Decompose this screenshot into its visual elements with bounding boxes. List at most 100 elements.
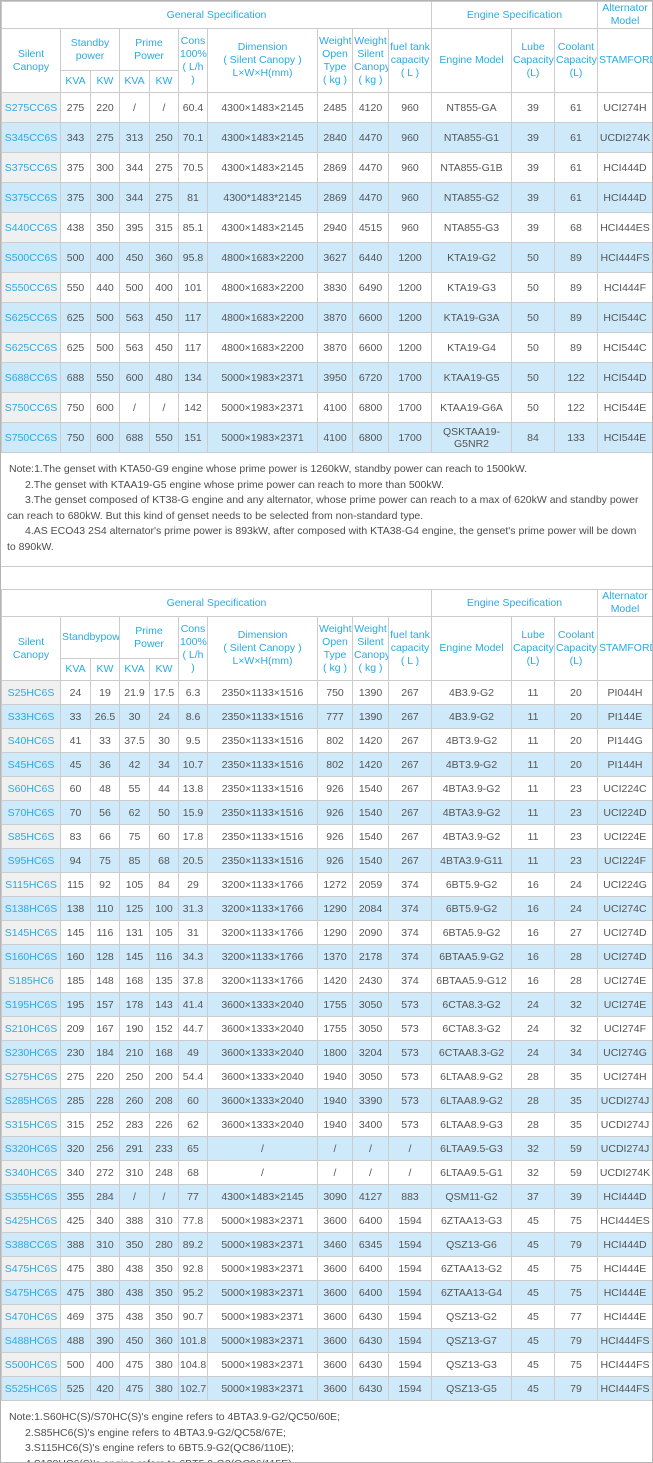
spec-cell: 4120 <box>352 92 389 123</box>
model-link[interactable]: S115HC6S <box>1 872 61 897</box>
model-link[interactable]: S355HC6S <box>1 1184 61 1209</box>
spec-cell: 62 <box>178 1112 208 1137</box>
model-link[interactable]: S500HC6S <box>1 1352 61 1377</box>
spec-cell: 313 <box>119 122 150 153</box>
model-link[interactable]: S160HC6S <box>1 944 61 969</box>
spec-cell: 6BT5.9-G2 <box>431 896 512 921</box>
spec-cell: 284 <box>90 1184 120 1209</box>
model-link[interactable]: S145HC6S <box>1 920 61 945</box>
model-link[interactable]: S185HC6 <box>1 968 61 993</box>
spec-cell: 3600 <box>317 1304 353 1329</box>
standby-kva-header: KVA <box>60 70 91 93</box>
spec-cell: 3870 <box>317 332 353 363</box>
model-link[interactable]: S275CC6S <box>1 92 61 123</box>
spec-cell: 3600 <box>317 1256 353 1281</box>
spec-cell: 500 <box>90 302 120 333</box>
spec-cell: 45 <box>60 752 91 777</box>
spec-cell: 420 <box>90 1376 120 1401</box>
table-row: S95HC6S 94 75 85 68 20.5 2350×1133×1516 926 1540… <box>1 848 652 873</box>
model-link[interactable]: S488HC6S <box>1 1328 61 1353</box>
spec-cell: 79 <box>554 1328 598 1353</box>
section-gap <box>1 567 652 589</box>
spec-cell: 960 <box>388 182 432 213</box>
spec-cell: 960 <box>388 122 432 153</box>
spec-cell: 926 <box>317 848 353 873</box>
model-link[interactable]: S470HC6S <box>1 1304 61 1329</box>
model-link[interactable]: S320HC6S <box>1 1136 61 1161</box>
spec-cell: 688 <box>119 422 150 453</box>
model-link[interactable]: S230HC6S <box>1 1040 61 1065</box>
spec-cell: 3090 <box>317 1184 353 1209</box>
model-link[interactable]: S750CC6S <box>1 392 61 423</box>
spec-cell: 151 <box>178 422 208 453</box>
note-line: 4.S138HC6(S)'s engine refers to 6BT5.9-G… <box>7 1457 646 1463</box>
spec-cell: 6345 <box>352 1232 389 1257</box>
spec-cell: 44.7 <box>178 1016 208 1041</box>
model-link[interactable]: S40HC6S <box>1 728 61 753</box>
spec-cell: 6800 <box>352 392 389 423</box>
spec-cell: KTA19-G3 <box>431 272 512 303</box>
model-link[interactable]: S195HC6S <box>1 992 61 1017</box>
model-link[interactable]: S375CC6S <box>1 182 61 213</box>
model-link[interactable]: S70HC6S <box>1 800 61 825</box>
silent-canopy-header: Silent Canopy <box>1 616 61 681</box>
model-link[interactable]: S85HC6S <box>1 824 61 849</box>
table-row: S475HC6S 475 380 438 350 95.2 5000×1983×2371 36… <box>1 1280 652 1305</box>
spec-cell: / <box>149 1184 179 1209</box>
model-link[interactable]: S33HC6S <box>1 704 61 729</box>
model-link[interactable]: S500CC6S <box>1 242 61 273</box>
model-link[interactable]: S625CC6S <box>1 302 61 333</box>
spec-cell: 360 <box>149 242 179 273</box>
model-link[interactable]: S475HC6S <box>1 1280 61 1305</box>
spec-cell: 6BTAA5.9-G12 <box>431 968 512 993</box>
model-link[interactable]: S315HC6S <box>1 1112 61 1137</box>
spec-cell: HCI544E <box>597 422 652 453</box>
model-link[interactable]: S625CC6S <box>1 332 61 363</box>
model-link[interactable]: S25HC6S <box>1 680 61 705</box>
spec-cell: 1594 <box>388 1232 432 1257</box>
model-link[interactable]: S345CC6S <box>1 122 61 153</box>
spec-cell: 95.2 <box>178 1280 208 1305</box>
model-link[interactable]: S138HC6S <box>1 896 61 921</box>
model-link[interactable]: S750CC6S <box>1 422 61 453</box>
spec-cell: 3050 <box>352 992 389 1017</box>
model-link[interactable]: S425HC6S <box>1 1208 61 1233</box>
spec-cell: 248 <box>149 1160 179 1185</box>
spec-cell: 168 <box>149 1040 179 1065</box>
model-link[interactable]: S525HC6S <box>1 1376 61 1401</box>
spec-cell: 35 <box>554 1064 598 1089</box>
spec-cell: 960 <box>388 92 432 123</box>
spec-cell: 1700 <box>388 392 432 423</box>
spec-cell: 27 <box>554 920 598 945</box>
model-link[interactable]: S340HC6S <box>1 1160 61 1185</box>
model-link[interactable]: S95HC6S <box>1 848 61 873</box>
spec-cell: 1700 <box>388 362 432 393</box>
spec-cell: 11 <box>511 728 555 753</box>
spec-cell: 388 <box>60 1232 91 1257</box>
spec-cell: 23 <box>554 824 598 849</box>
spec-cell: 5000×1983×2371 <box>207 1232 318 1257</box>
spec-cell: 3050 <box>352 1064 389 1089</box>
model-link[interactable]: S285HC6S <box>1 1088 61 1113</box>
model-link[interactable]: S688CC6S <box>1 362 61 393</box>
spec-cell: 37.8 <box>178 968 208 993</box>
model-link[interactable]: S475HC6S <box>1 1256 61 1281</box>
model-link[interactable]: S550CC6S <box>1 272 61 303</box>
spec-cell: 195 <box>60 992 91 1017</box>
table-row: S500HC6S 500 400 475 380 104.8 5000×1983×2371 3… <box>1 1352 652 1377</box>
model-link[interactable]: S45HC6S <box>1 752 61 777</box>
model-link[interactable]: S388CC6S <box>1 1232 61 1257</box>
spec-cell: HCI444FS <box>597 1328 652 1353</box>
model-link[interactable]: S440CC6S <box>1 212 61 243</box>
model-link[interactable]: S375CC6S <box>1 152 61 183</box>
spec-cell: NT855-GA <box>431 92 512 123</box>
model-link[interactable]: S60HC6S <box>1 776 61 801</box>
model-link[interactable]: S275HC6S <box>1 1064 61 1089</box>
spec-cell: 190 <box>119 1016 150 1041</box>
spec-cell: / <box>207 1136 318 1161</box>
notes-block-2: Note:1.S60HC(S)/S70HC(S)'s engine refers… <box>1 1401 652 1463</box>
spec-cell: 350 <box>149 1280 179 1305</box>
model-link[interactable]: S210HC6S <box>1 1016 61 1041</box>
table-row: S525HC6S 525 420 475 380 102.7 5000×1983×2371 3… <box>1 1376 652 1401</box>
